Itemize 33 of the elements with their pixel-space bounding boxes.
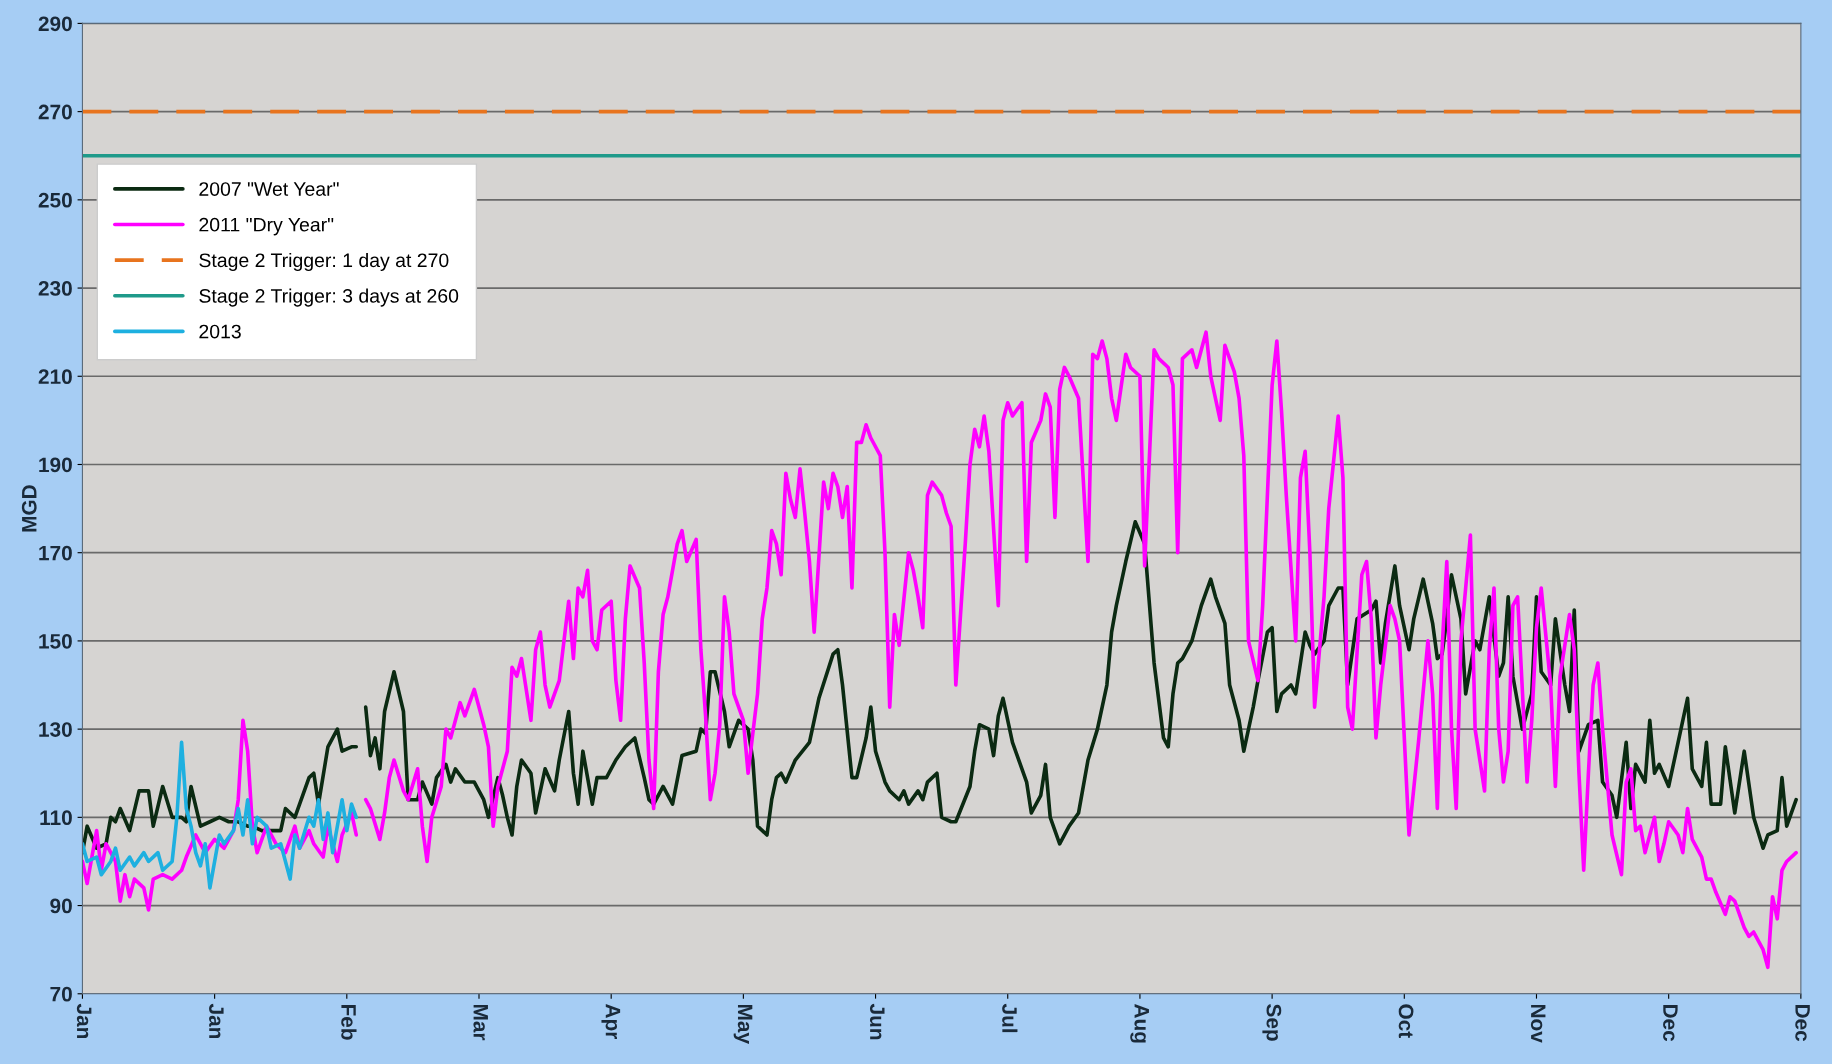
x-tick-label: Mar	[473, 1004, 488, 1041]
x-tick-label: Jan	[209, 1003, 224, 1039]
x-tick-label: Nov	[1530, 1004, 1546, 1043]
legend-label: Stage 2 Trigger: 1 day at 270	[199, 252, 449, 272]
x-tick-label: Oct	[1398, 1004, 1414, 1038]
y-axis-title: MGD	[21, 485, 37, 532]
x-tick-label: May	[733, 1004, 753, 1044]
legend-label: 2007 "Wet Year"	[199, 182, 339, 196]
legend-label: 2011 "Dry Year"	[199, 217, 334, 236]
y-tick-label: 230	[38, 281, 72, 296]
x-tick-label: Dec	[1795, 1004, 1810, 1042]
x-tick-label: Apr	[601, 1004, 621, 1040]
y-tick-label: 70	[50, 986, 72, 1002]
y-tick-label: 130	[39, 722, 72, 737]
y-tick-label: 170	[39, 545, 72, 561]
y-tick-label: 270	[38, 104, 72, 120]
legend-label: Stage 2 Trigger: 3 days at 260	[199, 288, 459, 307]
y-tick-label: 210	[38, 369, 72, 385]
y-tick-label: 90	[50, 898, 72, 914]
y-tick-label: 150	[39, 633, 72, 649]
y-tick-label: 190	[39, 457, 72, 473]
y-tick-label: 290	[38, 16, 72, 32]
x-tick-label: Jun	[869, 1003, 885, 1040]
x-tick-label: Jul	[1002, 1003, 1018, 1033]
x-tick-label: Feb	[341, 1004, 357, 1040]
x-tick-label: Dec	[1663, 1004, 1678, 1042]
x-tick-label: Sep	[1262, 1004, 1282, 1041]
y-tick-label: 250	[38, 192, 72, 208]
legend-label: 2013	[199, 324, 241, 339]
x-tick-label: Aug	[1130, 1004, 1149, 1043]
line-series	[82, 740, 359, 890]
y-tick-label: 110	[40, 810, 72, 826]
x-tick-label: Jan	[76, 1003, 92, 1039]
